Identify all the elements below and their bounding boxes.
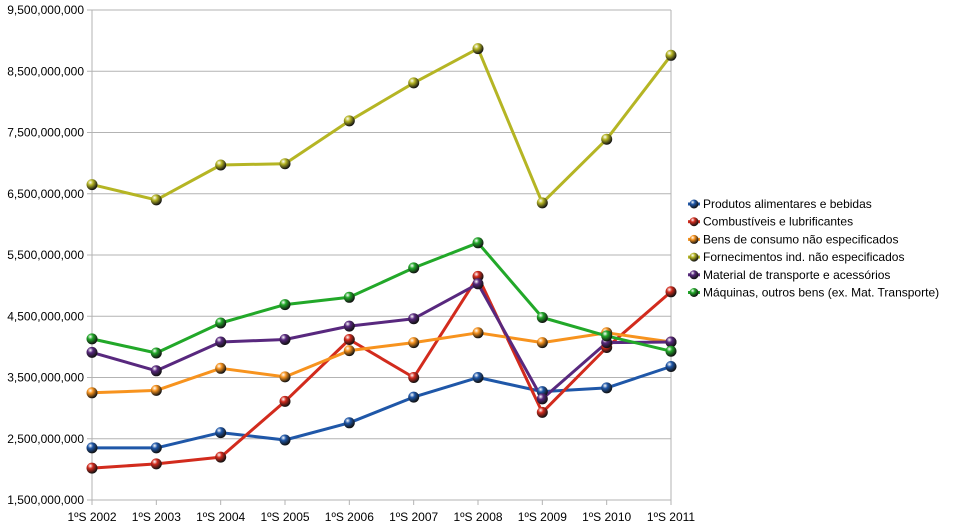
- legend-swatch-marker: [689, 199, 699, 209]
- data-point: [215, 362, 227, 374]
- data-point: [536, 337, 548, 349]
- y-tick-labels: 1,500,000,000 2,500,000,000 3,500,000,000 4…: [7, 3, 84, 507]
- data-point: [665, 286, 677, 298]
- data-point: [215, 159, 227, 171]
- x-tick-label: 1ºS 2003: [132, 510, 181, 524]
- series-line: [91, 241, 672, 355]
- data-point: [536, 393, 548, 405]
- data-point: [86, 179, 98, 191]
- series-line: [91, 47, 673, 205]
- legend: Produtos alimentares e bebidas Combustíve…: [688, 197, 939, 300]
- data-point: [150, 194, 162, 206]
- x-tick-label: 1ºS 2005: [260, 510, 309, 524]
- x-tick-labels: 1ºS 2002 1ºS 2003 1ºS 2004 1ºS 2005 1ºS 2006…: [67, 510, 695, 524]
- legend-label: Fornecimentos ind. não especificados: [703, 250, 904, 264]
- x-tick-label: 1ºS 2011: [647, 510, 696, 524]
- series-line: [91, 331, 672, 395]
- y-tick-label: 5,500,000,000: [7, 248, 84, 262]
- data-point: [215, 317, 227, 329]
- data-point: [150, 347, 162, 359]
- legend-label: Bens de consumo não especificados: [703, 232, 898, 246]
- data-point: [150, 365, 162, 377]
- data-point: [150, 384, 162, 396]
- legend-label: Produtos alimentares e bebidas: [703, 197, 872, 211]
- data-point: [150, 458, 162, 470]
- legend-swatch-marker: [689, 288, 699, 297]
- data-point: [279, 371, 291, 383]
- series-line: [92, 365, 672, 450]
- data-point: [86, 442, 98, 454]
- legend-label: Material de transporte e acessórios: [703, 268, 890, 282]
- data-point: [408, 391, 420, 403]
- data-point: [665, 336, 677, 348]
- data-point: [279, 158, 291, 170]
- data-point: [215, 451, 227, 463]
- axes: [91, 10, 672, 501]
- y-tick-label: 4,500,000,000: [7, 309, 84, 323]
- series-lines: [86, 43, 677, 474]
- data-point: [408, 313, 420, 325]
- legend-swatch-marker: [689, 234, 699, 244]
- data-point: [408, 262, 420, 274]
- y-tick-label: 2,500,000,000: [7, 432, 84, 446]
- legend-swatch-marker: [689, 270, 699, 280]
- grid-lines: [87, 9, 672, 505]
- y-tick-label: 1,500,000,000: [7, 493, 84, 507]
- data-point: [86, 333, 98, 345]
- data-point: [536, 197, 548, 209]
- x-tick-label: 1ºS 2002: [67, 510, 116, 524]
- legend-swatch-marker: [689, 252, 699, 262]
- data-point: [215, 427, 227, 439]
- data-point: [343, 320, 355, 332]
- legend-swatch-marker: [689, 217, 699, 227]
- x-tick-label: 1ºS 2004: [196, 510, 245, 524]
- data-point: [343, 334, 355, 345]
- y-tick-label: 9,500,000,000: [7, 3, 84, 17]
- data-point: [601, 133, 613, 145]
- data-point: [408, 372, 420, 383]
- data-point: [601, 330, 613, 342]
- data-point: [665, 361, 677, 372]
- data-point: [536, 406, 548, 418]
- x-tick-label: 1ºS 2009: [518, 510, 567, 524]
- data-point: [601, 382, 613, 394]
- data-point: [536, 312, 548, 323]
- data-point: [343, 115, 355, 127]
- data-point: [86, 462, 98, 474]
- data-point: [472, 327, 484, 339]
- data-point: [279, 434, 291, 446]
- legend-label: Máquinas, outros bens (ex. Mat. Transpor…: [703, 286, 939, 300]
- data-point: [86, 346, 98, 358]
- data-point: [343, 345, 355, 357]
- x-tick-label: 1ºS 2010: [582, 510, 631, 524]
- data-point: [279, 299, 291, 311]
- data-point: [472, 278, 484, 290]
- x-tick-label: 1ºS 2006: [325, 510, 374, 524]
- y-tick-label: 7,500,000,000: [7, 126, 84, 140]
- data-point: [472, 43, 484, 55]
- data-point: [472, 372, 484, 383]
- x-tick-label: 1ºS 2008: [453, 510, 502, 524]
- data-point: [86, 387, 98, 399]
- data-point: [408, 337, 420, 349]
- data-point: [665, 49, 677, 61]
- legend-label: Combustíveis e lubrificantes: [703, 215, 853, 229]
- y-tick-label: 6,500,000,000: [7, 187, 84, 201]
- y-tick-label: 8,500,000,000: [7, 64, 84, 78]
- series-line: [91, 282, 672, 401]
- y-tick-label: 3,500,000,000: [7, 371, 84, 385]
- data-point: [215, 336, 227, 348]
- x-tick-label: 1ºS 2007: [389, 510, 438, 524]
- series-line: [91, 274, 672, 470]
- data-point: [150, 442, 162, 454]
- data-point: [279, 334, 291, 345]
- data-point: [665, 345, 677, 357]
- data-point: [343, 417, 355, 429]
- data-point: [472, 237, 484, 249]
- data-point: [343, 291, 355, 303]
- data-point: [279, 395, 291, 407]
- data-point: [408, 77, 420, 89]
